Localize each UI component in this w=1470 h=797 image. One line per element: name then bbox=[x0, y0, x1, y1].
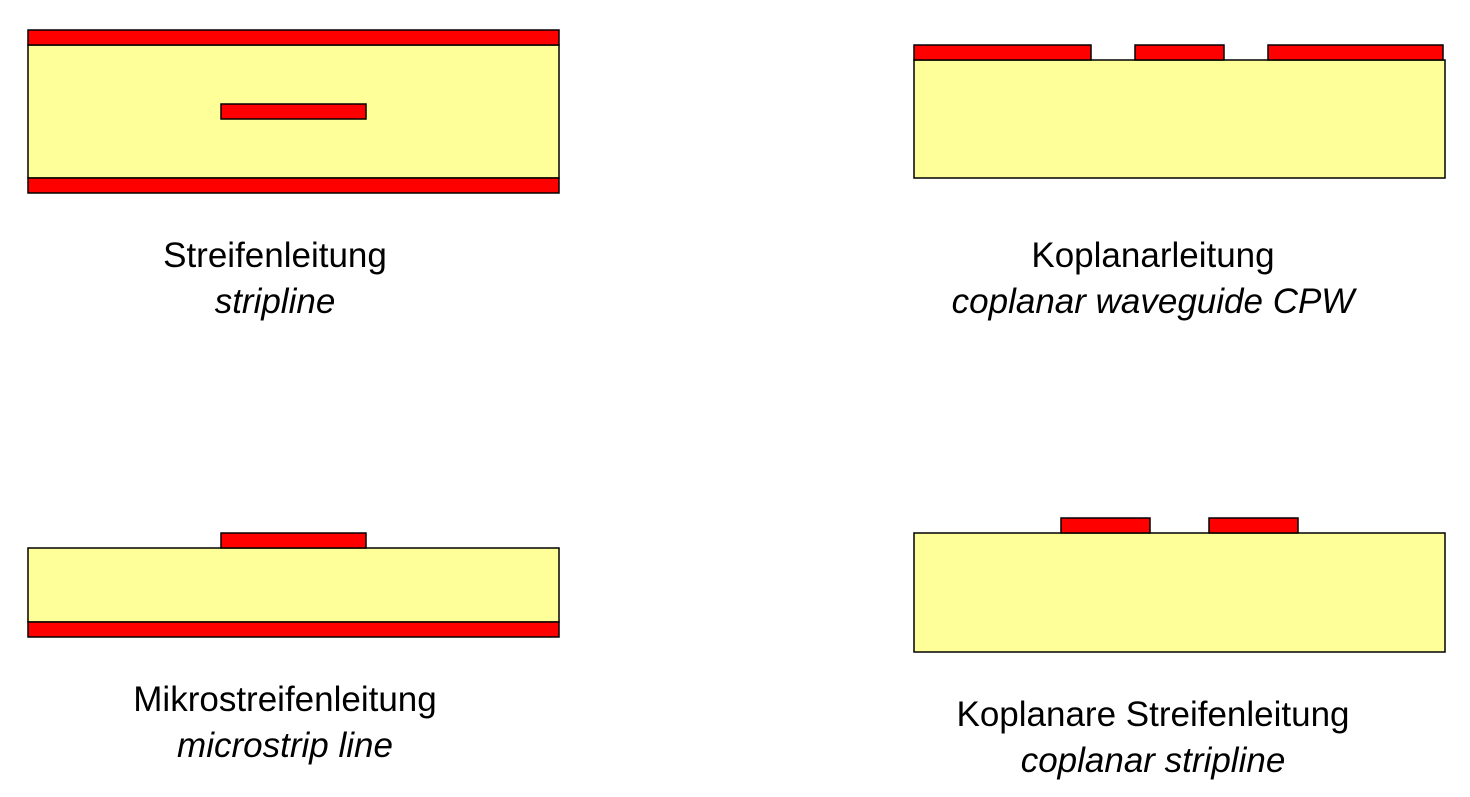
cps-cross-section bbox=[913, 517, 1446, 653]
microstrip-dielectric bbox=[27, 547, 560, 623]
stripline-top-ground-plane bbox=[27, 29, 560, 46]
cpw-center-conductor bbox=[1134, 44, 1225, 61]
cpw-caption: Koplanarleitung coplanar waveguide CPW bbox=[903, 233, 1403, 325]
cps-label-de: Koplanare Streifenleitung bbox=[956, 695, 1350, 734]
stripline-cross-section bbox=[27, 29, 560, 194]
microstrip-ground-plane bbox=[27, 621, 560, 638]
microstrip-strip-conductor bbox=[220, 532, 367, 549]
microstrip-cross-section bbox=[27, 532, 560, 638]
cps-left-strip bbox=[1060, 517, 1151, 534]
cps-label-en: coplanar stripline bbox=[1020, 741, 1286, 780]
cps-caption: Koplanare Streifenleitung coplanar strip… bbox=[903, 692, 1403, 784]
cpw-right-ground-conductor bbox=[1267, 44, 1444, 61]
microstrip-label-de: Mikrostreifenleitung bbox=[133, 680, 437, 719]
stripline-label-en: stripline bbox=[214, 282, 336, 321]
microstrip-caption: Mikrostreifenleitung microstrip line bbox=[35, 677, 535, 769]
microstrip-label-en: microstrip line bbox=[177, 726, 393, 765]
cpw-label-de: Koplanarleitung bbox=[1031, 236, 1275, 275]
stripline-caption: Streifenleitung stripline bbox=[25, 233, 525, 325]
stripline-center-conductor bbox=[220, 103, 367, 120]
cpw-dielectric bbox=[913, 59, 1446, 179]
cpw-label-en: coplanar waveguide CPW bbox=[951, 282, 1355, 321]
stripline-label-de: Streifenleitung bbox=[163, 236, 387, 275]
cps-dielectric bbox=[913, 532, 1446, 653]
cpw-cross-section bbox=[913, 44, 1446, 179]
stripline-bottom-ground-plane bbox=[27, 177, 560, 194]
cpw-left-ground-conductor bbox=[913, 44, 1092, 61]
cps-right-strip bbox=[1208, 517, 1299, 534]
